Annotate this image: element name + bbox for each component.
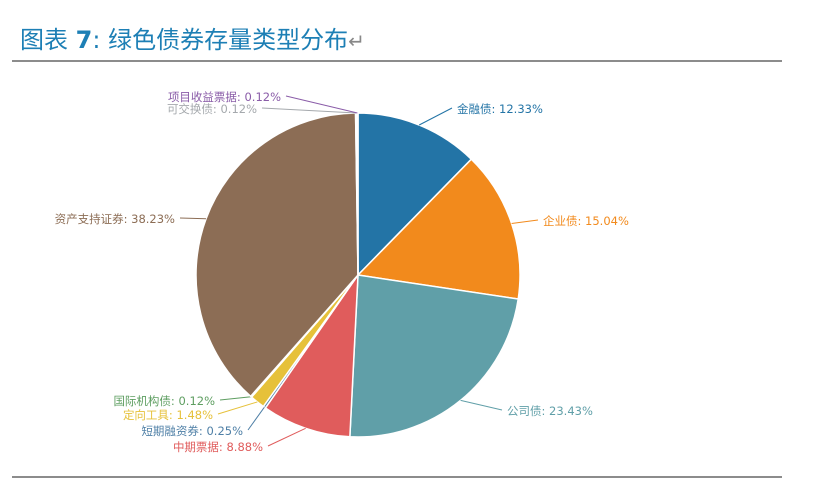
figure-title: 图表 7: 绿色债券存量类型分布↵: [20, 20, 365, 55]
slice-label-9: 可交换债: 0.12%: [167, 102, 257, 116]
bottom-rule: [12, 476, 782, 478]
slice-label-4: 中期票据: 8.88%: [173, 440, 263, 454]
figure-number: 7: [75, 26, 93, 54]
slice-label-5: 短期融资券: 0.25%: [141, 424, 243, 438]
leader-line-7: [219, 396, 252, 401]
figure-title-text: 绿色债券存量类型分布: [108, 26, 349, 54]
leader-line-4: [267, 427, 306, 447]
slice-label-1: 金融债: 12.33%: [457, 102, 543, 116]
pie-slice-3: [349, 274, 520, 438]
slice-label-6: 定向工具: 1.48%: [123, 408, 213, 422]
leader-line-6: [217, 401, 258, 415]
slice-label-2: 企业债: 15.04%: [543, 214, 629, 228]
slice-label-7: 国际机构债: 0.12%: [113, 394, 215, 408]
figure-prefix: 图表: [20, 26, 76, 54]
pie-slice-8: [195, 112, 359, 398]
leader-line-1: [418, 107, 453, 126]
leader-line-2: [511, 219, 539, 224]
pie-slice-1: [357, 112, 473, 277]
leader-line-5: [247, 406, 265, 431]
slice-label-10: 项目收益票据: 0.12%: [168, 90, 281, 104]
return-mark: ↵: [348, 29, 365, 53]
top-rule: [12, 60, 782, 62]
leader-line-3: [460, 399, 503, 411]
pie-slice-4: [264, 272, 359, 438]
pie-slice-2: [356, 158, 521, 300]
slice-label-3: 公司债: 23.43%: [507, 404, 593, 418]
slice-label-8: 资产支持证券: 38.23%: [55, 212, 175, 226]
leader-line-8: [179, 217, 207, 220]
leader-line-9: [261, 107, 357, 114]
leader-line-10: [285, 95, 358, 114]
figure-separator: :: [92, 26, 101, 54]
